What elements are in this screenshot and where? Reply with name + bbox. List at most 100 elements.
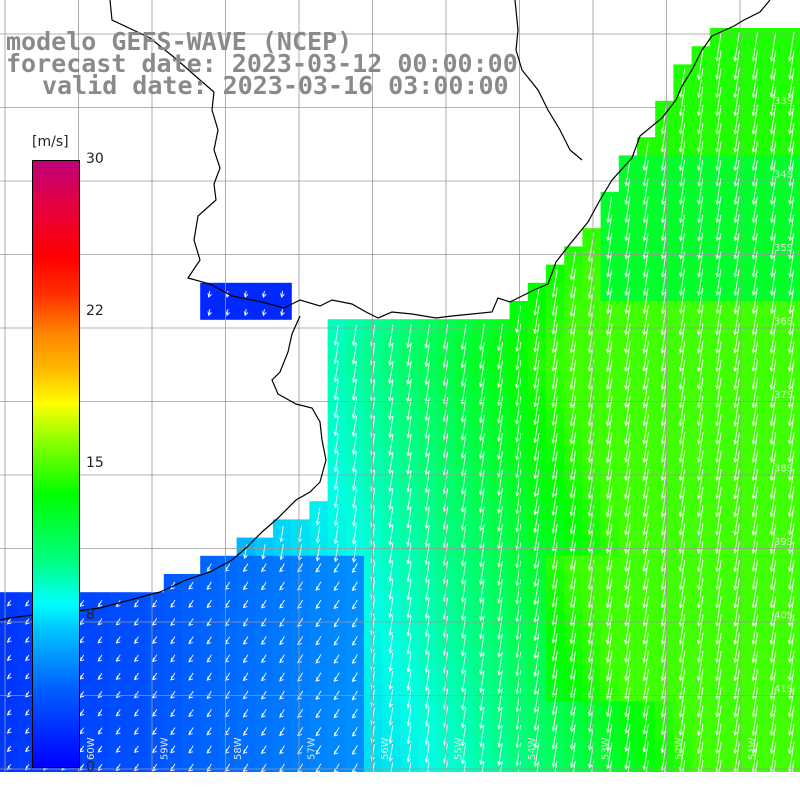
- wind-arrow: [515, 341, 522, 371]
- wind-arrow: [424, 743, 430, 764]
- wind-arrow: [751, 632, 759, 664]
- wind-cell: [418, 464, 438, 484]
- wind-arrow: [788, 650, 795, 682]
- wind-cell: [418, 446, 438, 466]
- wind-arrow: [333, 727, 340, 737]
- wind-cell: [400, 665, 420, 684]
- wind-arrow: [788, 141, 795, 172]
- wind-cell: [691, 428, 711, 448]
- wind-arrow: [206, 745, 212, 754]
- wind-arrow: [315, 654, 322, 664]
- wind-arrow: [715, 723, 722, 755]
- wind-cell: [618, 410, 638, 429]
- wind-arrow: [533, 542, 540, 570]
- wind-cell: [455, 610, 474, 630]
- wind-cell: [345, 501, 365, 520]
- wind-arrow: [642, 196, 649, 224]
- wind-cell: [163, 756, 183, 775]
- wind-arrow: [315, 708, 322, 719]
- wind-arrow: [388, 397, 394, 421]
- wind-arrow: [152, 727, 158, 735]
- wind-arrow: [624, 687, 631, 718]
- wind-cell: [91, 719, 110, 739]
- wind-cell: [709, 446, 729, 466]
- wind-cell: [345, 446, 365, 466]
- wind-arrow: [733, 50, 740, 81]
- wind-arrow: [660, 687, 668, 718]
- wind-arrow: [388, 433, 394, 457]
- wind-cell: [764, 555, 784, 575]
- wind-arrow: [478, 415, 485, 442]
- wind-arrow: [424, 360, 431, 386]
- wind-cell: [709, 28, 729, 47]
- wind-arrow: [25, 672, 30, 680]
- wind-arrow: [606, 214, 613, 242]
- wind-arrow: [751, 559, 759, 591]
- wind-arrow: [769, 578, 777, 609]
- wind-arrow: [606, 724, 613, 752]
- wind-arrow: [515, 469, 522, 497]
- wind-cell: [546, 519, 565, 539]
- wind-cell: [709, 737, 729, 757]
- wind-arrow: [333, 343, 339, 365]
- wind-arrow: [769, 559, 777, 591]
- wind-arrow: [788, 178, 795, 206]
- wind-arrow: [751, 305, 759, 336]
- wind-cell: [746, 555, 765, 575]
- wind-cell: [418, 646, 438, 666]
- wind-arrow: [751, 341, 759, 372]
- wind-arrow: [606, 505, 613, 536]
- wind-cell: [637, 701, 656, 721]
- wind-arrow: [351, 415, 357, 438]
- wind-cell: [764, 319, 784, 338]
- wind-arrow: [678, 377, 686, 409]
- wind-cell: [673, 355, 693, 375]
- wind-cell: [509, 719, 529, 739]
- map-bottom-margin: [0, 772, 800, 800]
- wind-arrow: [788, 468, 795, 500]
- wind-arrow: [715, 86, 722, 117]
- wind-cell: [327, 592, 347, 611]
- wind-cell: [637, 646, 656, 666]
- wind-cell: [673, 737, 693, 757]
- wind-cell: [782, 446, 800, 466]
- wind-arrow: [133, 636, 139, 644]
- wind-cell: [673, 483, 693, 502]
- wind-cell: [364, 719, 383, 739]
- wind-arrow: [642, 541, 649, 573]
- wind-cell: [546, 646, 565, 666]
- wind-cell: [309, 610, 329, 630]
- wind-arrow: [388, 525, 394, 547]
- wind-cell: [618, 319, 638, 338]
- wind-arrow: [262, 309, 267, 317]
- wind-cell: [327, 483, 347, 502]
- wind-arrow: [624, 414, 631, 445]
- wind-arrow: [606, 596, 613, 627]
- wind-arrow: [515, 487, 522, 515]
- wind-cell: [746, 683, 765, 702]
- wind-cell: [473, 719, 492, 739]
- wind-cell: [418, 337, 438, 357]
- wind-arrow: [242, 745, 249, 754]
- wind-cell: [564, 319, 583, 338]
- wind-arrow: [678, 341, 686, 372]
- wind-cell: [273, 683, 292, 702]
- wind-arrow: [715, 214, 722, 242]
- wind-arrow: [551, 341, 558, 372]
- wind-arrow: [279, 581, 285, 591]
- wind-arrow: [533, 688, 540, 714]
- wind-cell: [127, 737, 147, 757]
- wind-cell: [218, 628, 238, 648]
- wind-cell: [691, 410, 711, 429]
- wind-arrow: [624, 505, 631, 536]
- wind-arrow: [260, 636, 267, 645]
- wind-arrow: [551, 669, 558, 698]
- wind-arrow: [333, 361, 339, 383]
- wind-arrow: [424, 543, 430, 566]
- wind-arrow: [715, 196, 722, 224]
- wind-cell: [254, 555, 274, 575]
- wind-cell: [527, 756, 547, 775]
- wind-arrow: [461, 652, 467, 675]
- wind-arrow: [533, 615, 540, 642]
- wind-arrow: [515, 505, 522, 533]
